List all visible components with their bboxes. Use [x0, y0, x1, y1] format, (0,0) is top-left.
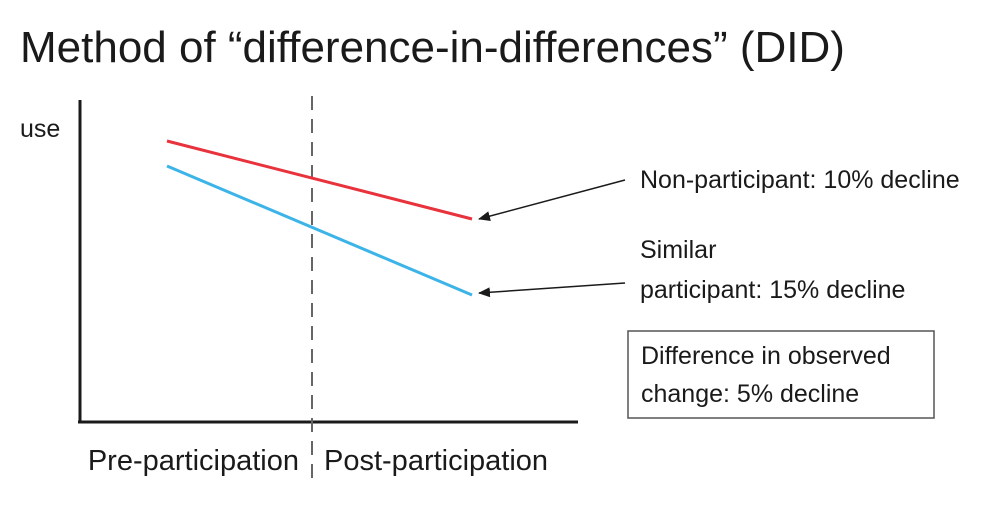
- difference-box-line2: change: 5% decline: [641, 380, 859, 408]
- post-participation-label: Post-participation: [324, 445, 548, 477]
- participant-label-line2: participant: 15% decline: [640, 276, 905, 304]
- non-participant-line: [166, 139, 473, 221]
- difference-box: [627, 330, 935, 419]
- non-participant-label: Non-participant: 10% decline: [640, 166, 960, 194]
- diagram-title: Method of “difference-in-differences” (D…: [20, 23, 845, 72]
- difference-box-line1: Difference in observed: [641, 342, 891, 370]
- y-axis-label: use: [20, 115, 60, 143]
- participant-label-line1: Similar: [640, 236, 716, 264]
- participant-arrow: [478, 282, 626, 298]
- non-participant-arrow: [478, 179, 626, 221]
- pre-participation-label: Pre-participation: [88, 445, 299, 477]
- participant-line: [166, 164, 473, 297]
